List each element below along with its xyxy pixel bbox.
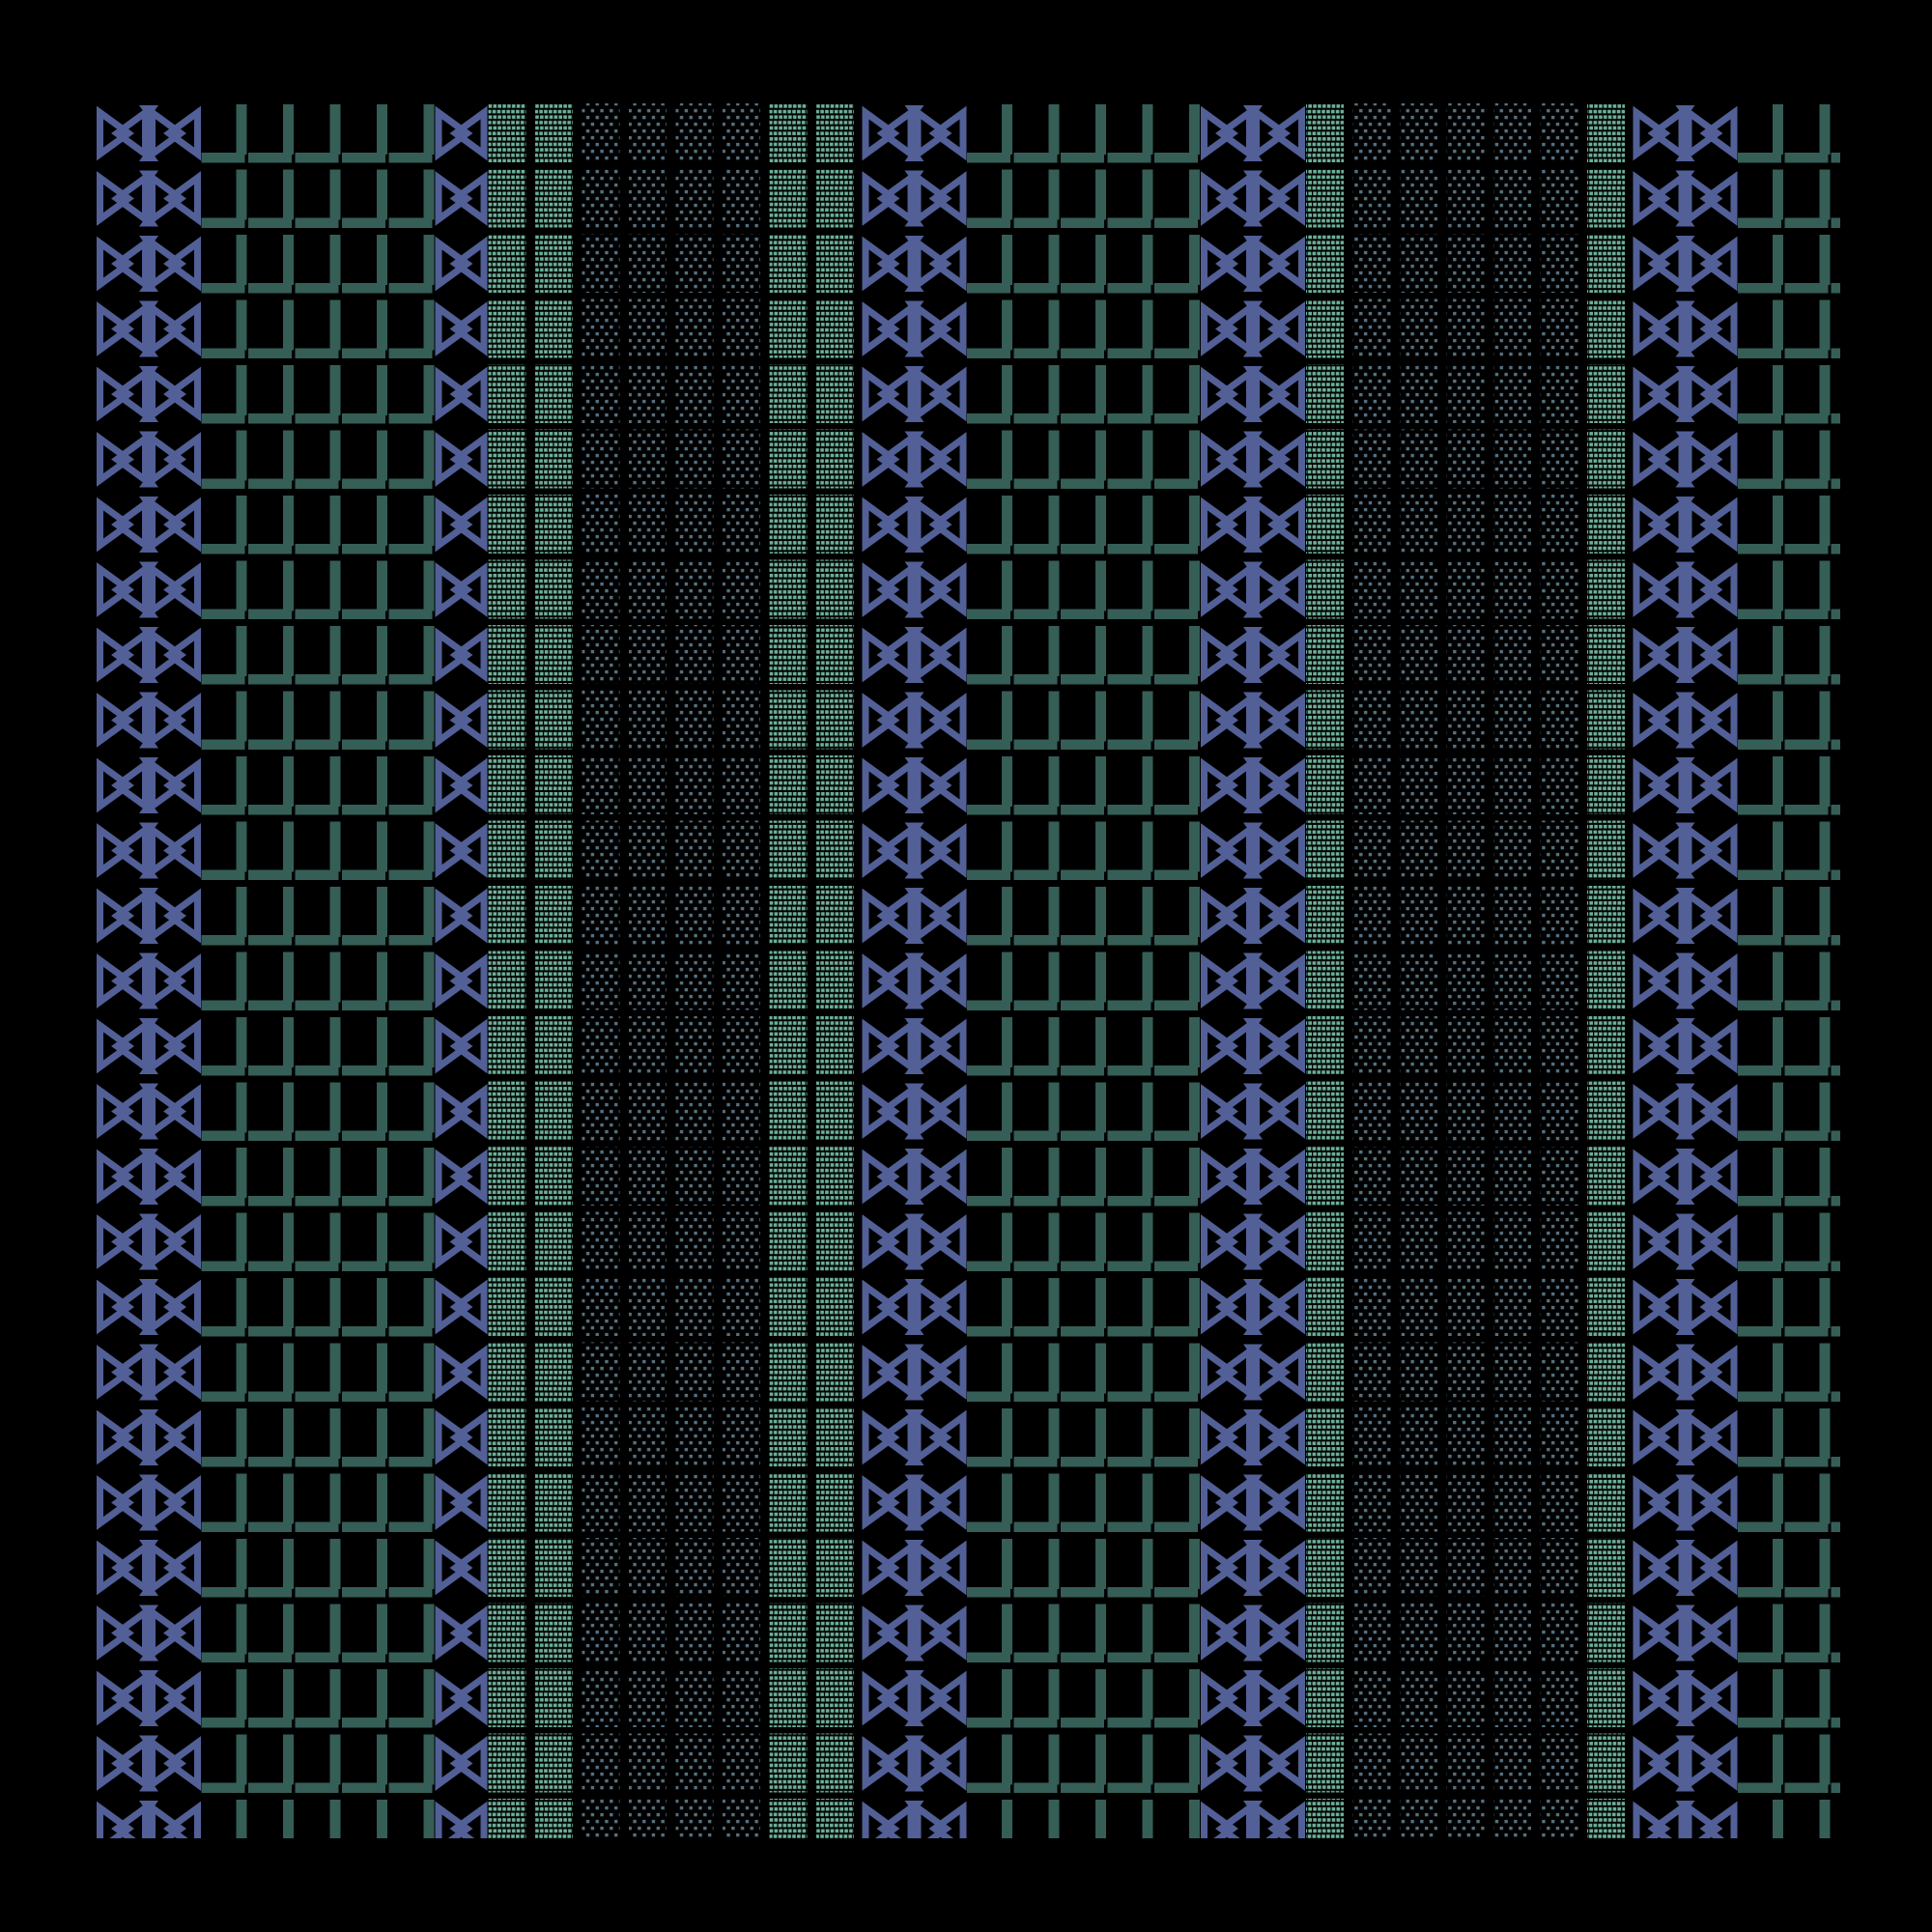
pattern-canvas — [0, 103, 1840, 1838]
pattern-artwork — [0, 103, 1840, 1838]
